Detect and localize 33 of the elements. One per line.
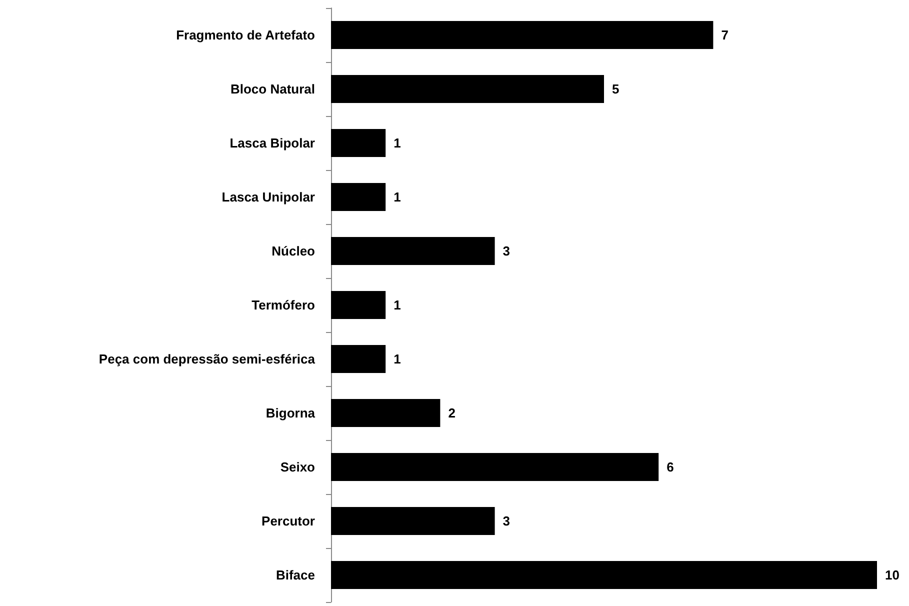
data-label: 5 [612, 82, 620, 96]
data-label: 3 [502, 244, 510, 258]
data-label: 2 [448, 406, 456, 420]
y-tick-label: Núcleo [272, 244, 316, 258]
y-tick-label: Peça com depressão semi-esférica [98, 352, 316, 366]
bar [331, 237, 495, 265]
y-tick-label: Seixo [280, 460, 316, 474]
y-tick-label: Lasca Bipolar [230, 136, 315, 150]
bar [331, 291, 386, 319]
bar [331, 129, 386, 157]
data-label: 1 [394, 352, 401, 366]
bar [331, 183, 386, 211]
y-tick-label: Termófero [252, 298, 316, 312]
bar [331, 75, 604, 103]
data-label: 7 [721, 28, 728, 42]
data-label: 6 [666, 460, 674, 474]
y-tick-label: Bigorna [266, 406, 316, 420]
y-tick-label: Fragmento de Artefato [176, 28, 316, 42]
y-tick-label: Biface [276, 568, 315, 582]
bar [331, 561, 877, 589]
y-tick-label: Bloco Natural [230, 82, 315, 96]
data-label: 1 [394, 298, 401, 312]
bar [331, 21, 714, 49]
bar [331, 507, 495, 535]
data-label: 3 [502, 514, 510, 528]
y-tick-label: Lasca Unipolar [222, 190, 315, 204]
y-tick-label: Percutor [262, 514, 315, 528]
bar [331, 399, 440, 427]
data-label: 1 [394, 190, 401, 204]
bar [331, 345, 386, 373]
data-label: 1 [394, 136, 401, 150]
bar [331, 453, 659, 481]
data-label: 10 [885, 568, 900, 582]
